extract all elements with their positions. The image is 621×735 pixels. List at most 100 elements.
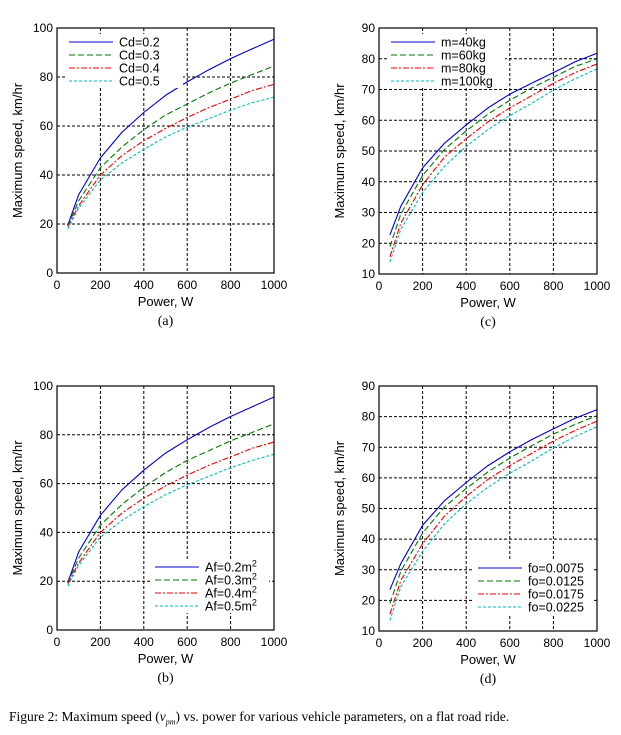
- legend-label: Af=0.5m2: [205, 598, 257, 614]
- y-tick-label: 10: [362, 624, 376, 638]
- axes-frame: [378, 27, 598, 275]
- y-tick-label: 80: [362, 52, 376, 66]
- series-line-2: [67, 423, 275, 584]
- panel-label: (c): [480, 315, 496, 330]
- x-tick-label: 400: [456, 636, 476, 650]
- x-tick-label: 0: [376, 279, 383, 293]
- y-tick-label: 30: [362, 563, 376, 577]
- y-axis-label: Maximum speed, km/hr: [10, 440, 25, 576]
- y-tick-label: 60: [362, 471, 376, 485]
- legend-label: Af=0.4m2: [205, 585, 257, 601]
- x-axis-label: Power, W: [460, 295, 516, 310]
- series-line-2: [389, 415, 598, 604]
- x-tick-label: 200: [413, 279, 433, 293]
- legend-label: m=60kg: [441, 49, 486, 63]
- series-line-4: [389, 68, 598, 263]
- x-tick-label: 400: [134, 635, 154, 649]
- x-tick-label: 0: [54, 635, 61, 649]
- series-line-3: [67, 441, 275, 584]
- x-tick-label: 800: [221, 635, 241, 649]
- legend-label: fo=0.0075: [528, 562, 584, 576]
- series-line-1: [67, 396, 275, 583]
- x-tick-label: 200: [413, 636, 433, 650]
- y-tick-label: 60: [362, 113, 376, 127]
- caption-var-sub: pm: [165, 717, 176, 727]
- x-tick-label: 1000: [261, 278, 288, 292]
- x-tick-label: 1000: [584, 279, 611, 293]
- panel-label: (b): [157, 671, 174, 686]
- x-tick-label: 600: [177, 635, 197, 649]
- x-tick-label: 400: [456, 279, 476, 293]
- x-tick-label: 600: [500, 636, 520, 650]
- axes-frame: [56, 27, 275, 274]
- x-tick-label: 400: [134, 278, 154, 292]
- legend-label: Af=0.2m2: [205, 559, 257, 575]
- caption-prefix: Figure 2: Maximum speed (: [9, 709, 160, 724]
- caption-suffix: ) vs. power for various vehicle paramete…: [175, 709, 510, 724]
- legend-label: m=80kg: [441, 62, 486, 76]
- series-line-3: [389, 63, 598, 257]
- panel-label: (d): [480, 672, 497, 687]
- y-tick-label: 40: [40, 525, 54, 539]
- y-tick-label: 60: [40, 477, 54, 491]
- x-tick-label: 800: [543, 279, 563, 293]
- series-line-1: [389, 52, 598, 236]
- x-tick-label: 600: [500, 279, 520, 293]
- y-tick-label: 10: [362, 267, 376, 281]
- x-tick-label: 1000: [261, 635, 288, 649]
- y-tick-label: 90: [362, 21, 376, 35]
- legend-label: fo=0.0125: [528, 575, 584, 589]
- chart-b: 0 200 400 600 800 1000 0 20 40 60 80 100 Power, W Max…: [10, 379, 288, 686]
- x-tick-label: 800: [543, 636, 563, 650]
- figure-caption: Figure 2: Maximum speed (vpm) vs. power …: [9, 709, 509, 727]
- x-axis-label: Power, W: [460, 652, 516, 667]
- x-tick-label: 600: [177, 278, 197, 292]
- caption-var: v: [159, 709, 166, 724]
- x-tick-label: 200: [90, 635, 110, 649]
- y-tick-label: 0: [46, 623, 53, 637]
- legend-label: Cd=0.4: [119, 62, 160, 76]
- axes-frame: [378, 385, 598, 632]
- y-tick-label: 40: [362, 175, 376, 189]
- chart-c: 0 200 400 600 800 1000 10 20 30 40 50 60 70 80 90 Power…: [332, 21, 611, 330]
- y-tick-label: 20: [40, 574, 54, 588]
- x-axis-label: Power, W: [138, 294, 194, 309]
- series-line-1: [389, 409, 598, 590]
- series-line-3: [389, 420, 598, 615]
- legend-label: m=100kg: [441, 75, 493, 89]
- legend-label: Cd=0.5: [119, 75, 160, 89]
- x-tick-label: 0: [54, 278, 61, 292]
- y-axis-label: Maximum speed, km/hr: [10, 82, 25, 218]
- y-tick-label: 60: [40, 119, 54, 133]
- y-tick-label: 70: [362, 440, 376, 454]
- legend-label: fo=0.0225: [528, 601, 584, 615]
- x-tick-label: 200: [90, 278, 110, 292]
- legend-label: Af=0.3m2: [205, 572, 257, 588]
- y-tick-label: 40: [362, 532, 376, 546]
- y-tick-label: 40: [40, 168, 54, 182]
- series-line-4: [67, 453, 275, 587]
- x-tick-label: 1000: [584, 636, 611, 650]
- legend-label: Cd=0.2: [119, 36, 160, 50]
- x-tick-label: 800: [221, 278, 241, 292]
- axes-frame: [56, 385, 275, 631]
- legend-label: fo=0.0175: [528, 588, 584, 602]
- series-line-1: [67, 38, 275, 226]
- y-tick-label: 80: [40, 428, 54, 442]
- y-tick-label: 70: [362, 83, 376, 97]
- y-tick-label: 100: [33, 379, 53, 393]
- y-tick-label: 30: [362, 206, 376, 220]
- chart-a: 0 200 400 600 800 1000 0 20 40 60 80 100 Power, W Max…: [10, 21, 288, 329]
- series-line-2: [67, 65, 275, 227]
- y-tick-label: 50: [362, 144, 376, 158]
- legend-label: m=40kg: [441, 36, 486, 50]
- y-tick-label: 20: [40, 217, 54, 231]
- y-tick-label: 100: [33, 21, 53, 35]
- y-tick-label: 20: [362, 236, 376, 250]
- y-tick-label: 0: [46, 266, 53, 280]
- series-line-3: [67, 83, 275, 227]
- y-tick-label: 80: [40, 70, 54, 84]
